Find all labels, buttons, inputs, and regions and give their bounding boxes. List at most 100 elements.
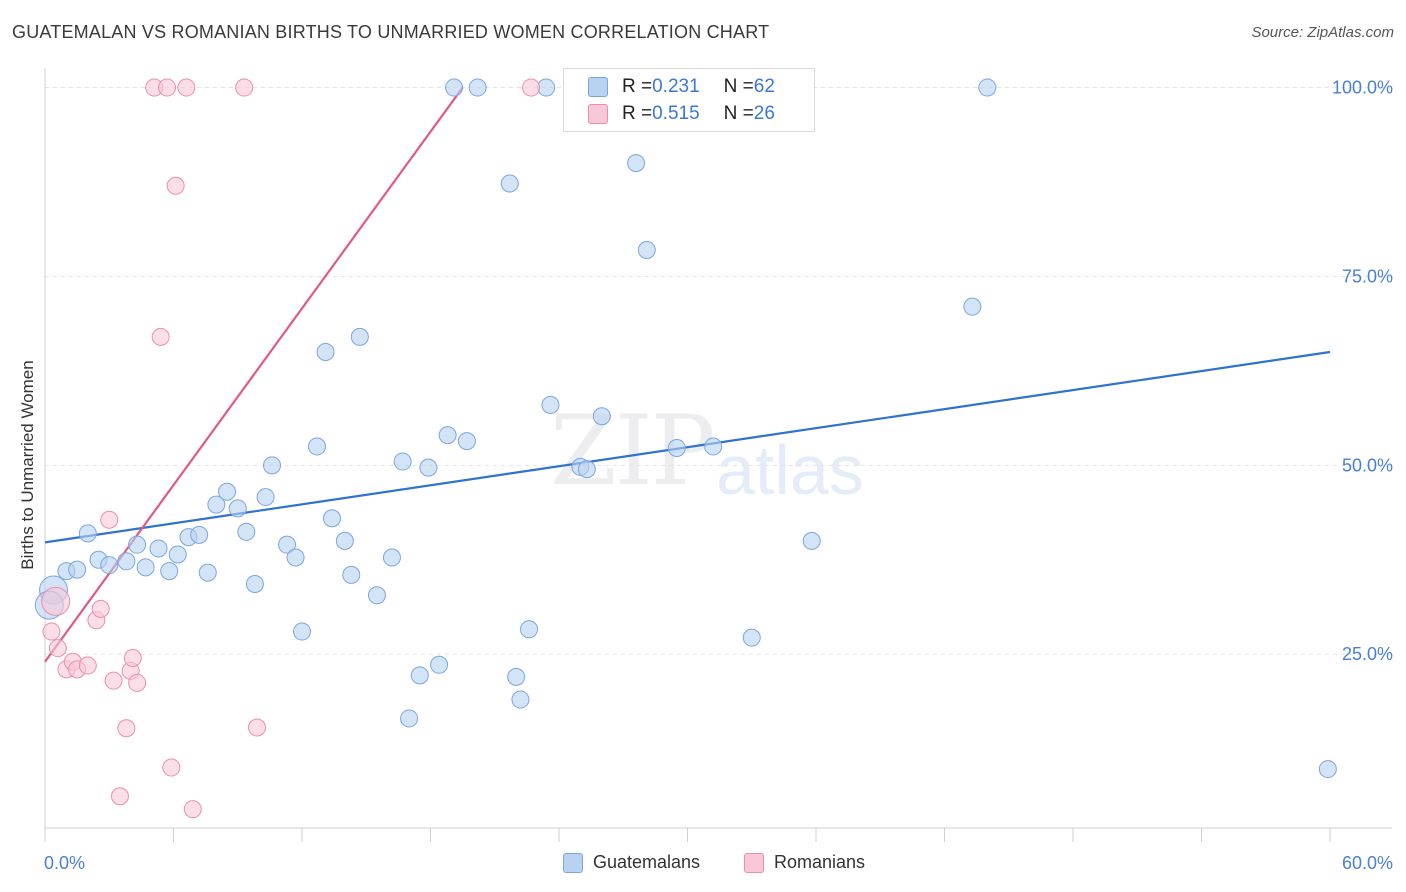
point-romanians <box>123 649 142 667</box>
source-label: Source: ZipAtlas.com <box>1251 24 1394 41</box>
watermark-atlas: atlas <box>716 431 864 509</box>
point-romanians <box>128 673 147 692</box>
point-guatemalans <box>100 556 119 575</box>
point-guatemalans <box>627 154 646 173</box>
point-guatemalans <box>457 432 476 451</box>
point-guatemalans <box>149 539 168 558</box>
point-guatemalans <box>500 174 519 193</box>
chart-title: GUATEMALAN VS ROMANIAN BIRTHS TO UNMARRI… <box>12 22 770 42</box>
legend-swatch-guatemalans <box>563 852 583 873</box>
point-guatemalans <box>316 343 335 361</box>
point-guatemalans <box>592 407 611 426</box>
point-romanians <box>48 639 67 658</box>
point-guatemalans <box>307 437 326 456</box>
point-romanians <box>183 800 202 819</box>
y-tick-label: 100.0% <box>1332 78 1393 98</box>
point-guatemalans <box>541 395 560 414</box>
x-tick-label: 0.0% <box>44 853 85 873</box>
legend-swatch-romanians <box>744 852 764 873</box>
legend-n-value: 62 <box>753 76 775 97</box>
y-tick-label: 25.0% <box>1342 644 1393 664</box>
point-guatemalans <box>128 535 147 554</box>
legend-n-label: N = <box>723 103 754 124</box>
point-romanians <box>166 176 185 195</box>
point-guatemalans <box>278 535 297 554</box>
legend-r-value: 0.515 <box>652 103 700 124</box>
legend-item-guatemalans: Guatemalans <box>563 852 700 873</box>
point-guatemalans <box>507 667 526 686</box>
point-guatemalans <box>263 456 282 475</box>
point-guatemalans <box>438 426 457 445</box>
point-guatemalans <box>160 562 179 581</box>
legend-n-value: 26 <box>753 103 775 124</box>
point-guatemalans <box>468 78 487 97</box>
legend-r-label: R = <box>622 76 653 97</box>
grid-lines <box>45 87 1392 655</box>
legend-label-romanians: Romanians <box>774 852 866 872</box>
legend-label-guatemalans: Guatemalans <box>593 852 701 872</box>
y-tick-label: 75.0% <box>1342 266 1393 286</box>
point-guatemalans <box>168 545 187 564</box>
legend-swatch-romanians <box>588 104 608 124</box>
y-tick-label: 50.0% <box>1342 455 1393 475</box>
point-guatemalans <box>577 460 596 479</box>
point-romanians <box>151 327 170 346</box>
point-guatemalans <box>207 495 226 514</box>
point-romanians <box>162 758 181 777</box>
legend-row-guatemalans: R = 0.231 N = 62 <box>588 75 775 99</box>
data-points <box>34 78 1337 819</box>
point-guatemalans <box>335 531 354 550</box>
point-guatemalans <box>400 709 419 728</box>
point-guatemalans <box>367 586 386 605</box>
point-guatemalans <box>382 548 401 567</box>
point-romanians <box>177 78 196 97</box>
point-guatemalans <box>1318 760 1337 779</box>
point-guatemalans <box>256 488 275 507</box>
point-guatemalans <box>245 574 264 593</box>
point-guatemalans <box>430 655 449 674</box>
point-guatemalans <box>228 499 247 518</box>
point-guatemalans <box>410 666 429 685</box>
point-guatemalans <box>704 437 723 456</box>
point-guatemalans <box>117 552 136 571</box>
point-guatemalans <box>393 452 412 471</box>
legend-n-label: N = <box>723 76 754 97</box>
point-guatemalans <box>520 620 539 639</box>
point-romanians <box>117 719 136 738</box>
point-guatemalans <box>218 482 237 501</box>
trend-line-guatemalans <box>44 350 1331 544</box>
legend-r-value: 0.231 <box>652 76 700 97</box>
point-guatemalans <box>445 78 464 97</box>
point-guatemalans <box>78 524 97 543</box>
point-romanians <box>248 718 267 737</box>
point-guatemalans <box>198 563 217 582</box>
correlation-legend: R = 0.231 N = 62 R = 0.515 N = 26 <box>563 68 815 132</box>
trend-lines <box>44 86 1331 663</box>
point-guatemalans <box>978 78 997 97</box>
point-guatemalans <box>350 327 369 346</box>
point-guatemalans <box>802 531 821 550</box>
y-axis-label: Births to Unmarried Women <box>18 360 37 570</box>
legend-swatch-guatemalans <box>588 77 608 97</box>
point-guatemalans <box>537 78 556 97</box>
point-romanians <box>235 78 254 97</box>
point-romanians <box>100 510 119 529</box>
point-romanians <box>158 78 177 97</box>
legend-row-romanians: R = 0.515 N = 26 <box>588 102 775 126</box>
axes <box>44 68 1392 842</box>
point-romanians <box>41 586 71 616</box>
point-romanians <box>104 671 123 690</box>
point-guatemalans <box>742 628 761 647</box>
point-guatemalans <box>342 565 361 584</box>
point-guatemalans <box>68 560 87 579</box>
x-tick-label: 60.0% <box>1342 853 1393 873</box>
point-romanians <box>110 787 129 806</box>
point-romanians <box>78 656 97 675</box>
point-guatemalans <box>511 690 530 709</box>
point-guatemalans <box>136 558 155 577</box>
point-guatemalans <box>322 509 341 528</box>
point-guatemalans <box>963 297 982 316</box>
legend-item-romanians: Romanians <box>744 852 865 873</box>
point-guatemalans <box>286 548 305 567</box>
